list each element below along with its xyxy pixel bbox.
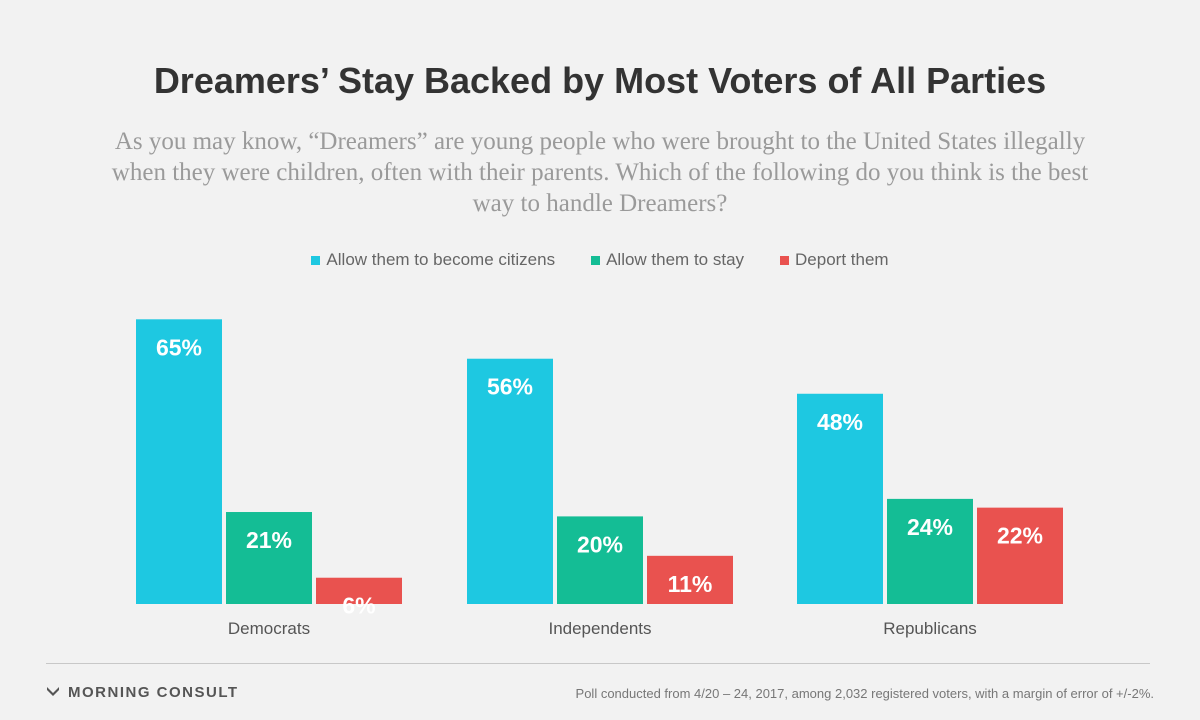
bar-democrats-citizens (136, 319, 222, 604)
bar-democrats-stay (226, 512, 312, 604)
data-label-republicans-citizens: 48% (817, 409, 863, 435)
legend: Allow them to become citizens Allow them… (0, 250, 1200, 270)
legend-label-citizens: Allow them to become citizens (326, 250, 556, 269)
poll-footnote: Poll conducted from 4/20 – 24, 2017, amo… (575, 686, 1154, 701)
data-label-independents-citizens: 56% (487, 374, 533, 400)
bar-republicans-citizens (797, 393, 883, 604)
brand: MORNING CONSULT (46, 684, 239, 701)
legend-item-stay: Allow them to stay (591, 250, 744, 270)
category-label-independents: Independents (548, 619, 651, 638)
data-label-independents-stay: 20% (577, 531, 623, 557)
chart-subtitle: As you may know, “Dreamers” are young pe… (111, 128, 1089, 217)
data-label-democrats-deport: 6% (342, 593, 375, 619)
brand-name: MORNING CONSULT (68, 684, 239, 701)
legend-item-deport: Deport them (780, 250, 889, 270)
category-label-republicans: Republicans (883, 619, 977, 638)
legend-item-citizens: Allow them to become citizens (311, 250, 555, 270)
bar-republicans-deport (977, 507, 1063, 604)
morning-consult-logo-icon (46, 684, 60, 701)
chart-title: Dreamers’ Stay Backed by Most Voters of … (153, 60, 1047, 101)
data-label-independents-deport: 11% (668, 571, 713, 597)
bar-independents-citizens (467, 358, 553, 604)
legend-label-deport: Deport them (795, 250, 889, 269)
bar-independents-stay (557, 516, 643, 604)
data-label-republicans-stay: 24% (907, 514, 953, 540)
data-label-democrats-stay: 21% (246, 527, 292, 553)
bar-republicans-stay (887, 498, 973, 604)
legend-swatch-deport (780, 255, 790, 265)
bar-democrats-deport (316, 577, 402, 604)
legend-swatch-stay (591, 255, 601, 265)
bar-independents-deport (647, 555, 733, 604)
footer-divider (46, 663, 1150, 664)
category-label-democrats: Democrats (228, 619, 310, 638)
data-label-republicans-deport: 22% (997, 523, 1043, 549)
data-label-democrats-citizens: 65% (156, 334, 202, 360)
legend-swatch-citizens (311, 255, 321, 265)
legend-label-stay: Allow them to stay (606, 250, 745, 269)
